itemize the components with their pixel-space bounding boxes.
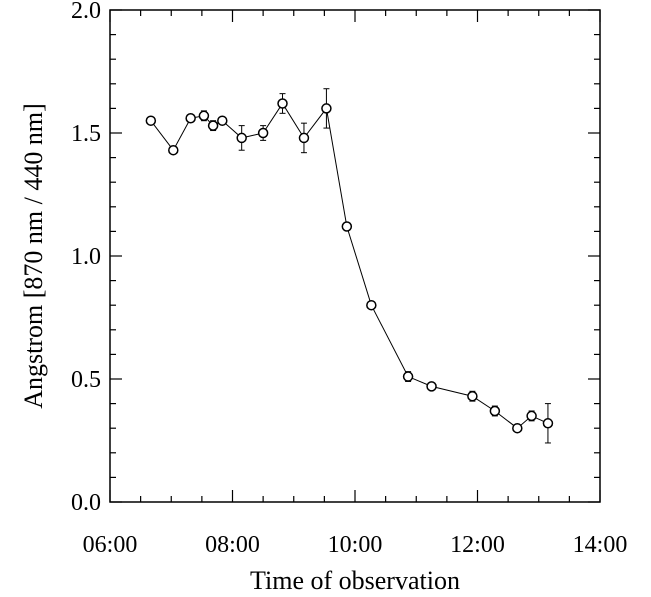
data-point bbox=[512, 422, 523, 434]
plot-frame bbox=[109, 9, 601, 503]
axis-ticks bbox=[109, 9, 601, 503]
x-tick-label: 10:00 bbox=[328, 532, 383, 558]
data-point bbox=[489, 405, 501, 417]
data-point bbox=[526, 410, 537, 422]
x-tick-label: 06:00 bbox=[83, 532, 138, 558]
data-point bbox=[145, 115, 157, 126]
data-series bbox=[145, 88, 554, 444]
x-tick-labels: 06:00 08:00 10:00 12:00 14:00 bbox=[83, 532, 628, 558]
data-point bbox=[277, 98, 288, 109]
data-point bbox=[168, 144, 179, 156]
data-point bbox=[467, 390, 478, 402]
data-point bbox=[207, 120, 219, 131]
data-point bbox=[185, 112, 196, 124]
data-point bbox=[298, 132, 310, 144]
data-point bbox=[402, 371, 414, 382]
data-point bbox=[366, 299, 377, 311]
y-tick-labels: 0.0 0.5 1.0 1.5 2.0 bbox=[71, 0, 101, 516]
y-tick-label: 2.0 bbox=[71, 0, 101, 24]
y-tick-label: 0.0 bbox=[71, 490, 101, 516]
data-point bbox=[341, 221, 353, 232]
x-tick-label: 12:00 bbox=[450, 532, 505, 558]
y-axis-title: Angstrom [870 nm / 440 nm] bbox=[19, 103, 48, 409]
data-point bbox=[426, 381, 437, 392]
data-point bbox=[257, 127, 269, 139]
x-axis-title: Time of observation bbox=[250, 566, 460, 595]
series-line bbox=[150, 102, 549, 429]
y-tick-label: 0.5 bbox=[71, 367, 101, 393]
data-point bbox=[236, 132, 247, 144]
x-tick-label: 14:00 bbox=[573, 532, 628, 558]
data-point bbox=[542, 418, 554, 429]
y-tick-label: 1.5 bbox=[71, 121, 101, 147]
y-tick-label: 1.0 bbox=[71, 244, 101, 270]
x-tick-label: 08:00 bbox=[205, 532, 260, 558]
data-point bbox=[321, 103, 332, 114]
data-point bbox=[217, 115, 228, 126]
data-point bbox=[198, 110, 210, 122]
